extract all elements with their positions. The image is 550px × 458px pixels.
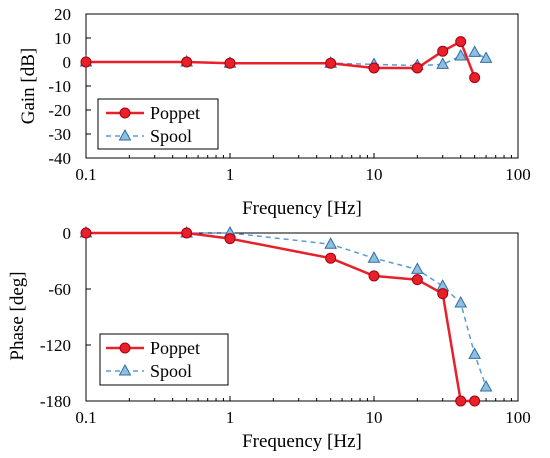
phase-spool-point: [468, 347, 481, 359]
gain-spool-series-line: [86, 51, 487, 67]
gain-poppet-point: [437, 45, 449, 57]
phase-poppet-point: [437, 288, 449, 300]
gain-x-tick-label: 100: [505, 165, 531, 184]
gain-series-layer: [79, 36, 493, 84]
phase-legend-spool-marker: [118, 363, 132, 376]
phase-y-axis-label: Phase [deg]: [7, 271, 28, 360]
phase-x-axis-label: Frequency [Hz]: [242, 431, 362, 452]
phase-spool-point: [454, 295, 468, 308]
phase-chart: 0.1 1 10 100 0 -60 -120 -180 Frequency [Hz] Pha…: [7, 224, 531, 452]
gain-legend-spool-marker: [118, 128, 132, 141]
gain-poppet-point: [455, 36, 467, 48]
phase-plot-frame: [85, 232, 519, 402]
gain-poppet-point: [325, 57, 337, 69]
gain-y-tick-label: -10: [48, 77, 71, 96]
gain-y-tick-label: 10: [54, 29, 71, 48]
gain-poppet-point: [80, 56, 92, 68]
phase-poppet-point: [181, 227, 193, 239]
gain-spool-point: [468, 45, 481, 57]
phase-legend-poppet-marker: [119, 342, 131, 354]
gain-y-axis-label: Gain [dB]: [18, 48, 39, 125]
gain-legend: Poppet Spool: [97, 98, 219, 150]
gain-spool-point: [436, 57, 450, 69]
phase-legend-box: [99, 333, 229, 386]
gain-y-tick-label: -30: [48, 125, 71, 144]
phase-x-tick-label: 1: [226, 408, 235, 427]
gain-x-tick-label: 0.1: [75, 165, 96, 184]
phase-x-tick-label: 100: [505, 408, 531, 427]
gain-poppet-point: [181, 56, 193, 68]
phase-legend-spool-label: Spool: [150, 361, 192, 381]
phase-poppet-point: [455, 395, 467, 407]
phase-y-tick-label: -60: [48, 280, 71, 299]
gain-legend-poppet-label: Poppet: [150, 103, 200, 123]
phase-poppet-point: [411, 274, 423, 286]
phase-spool-point: [367, 251, 381, 263]
gain-x-tick-label: 1: [226, 165, 235, 184]
phase-spool-series-line: [86, 232, 487, 388]
gain-y-tick-label: 0: [63, 53, 72, 72]
gain-ticks: [85, 13, 519, 159]
gain-poppet-point: [469, 72, 481, 84]
phase-spool-point: [411, 262, 424, 274]
gain-y-tick-label: -20: [48, 101, 71, 120]
phase-poppet-point: [224, 233, 236, 245]
phase-spool-point: [324, 237, 337, 249]
gain-x-tick-label: 10: [366, 165, 383, 184]
phase-y-tick-label: -120: [40, 336, 71, 355]
phase-y-tick-label: -180: [40, 392, 71, 411]
gain-y-tick-label: -40: [48, 149, 71, 168]
phase-poppet-point: [368, 270, 380, 282]
gain-x-axis-label: Frequency [Hz]: [242, 198, 362, 219]
phase-tick-labels: 0.1 1 10 100 0 -60 -120 -180: [40, 224, 531, 427]
gain-y-tick-label: 20: [54, 5, 71, 24]
gain-spool-point: [479, 51, 493, 63]
gain-spool-point: [454, 48, 468, 61]
phase-poppet-point: [80, 227, 92, 239]
phase-x-tick-label: 10: [366, 408, 383, 427]
phase-x-tick-label: 0.1: [75, 408, 96, 427]
phase-poppet-point: [469, 395, 481, 407]
gain-poppet-point: [411, 62, 423, 74]
gain-legend-spool-label: Spool: [150, 126, 192, 146]
gain-poppet-point: [368, 62, 380, 74]
gain-legend-box: [97, 98, 219, 150]
phase-spool-point: [479, 379, 493, 392]
phase-legend: Poppet Spool: [99, 333, 229, 386]
phase-y-tick-label: 0: [63, 224, 72, 243]
gain-poppet-point: [224, 57, 236, 69]
phase-series-layer: [79, 225, 493, 407]
gain-legend-poppet-marker: [119, 107, 131, 119]
phase-poppet-point: [325, 252, 337, 264]
phase-legend-poppet-label: Poppet: [150, 338, 200, 358]
